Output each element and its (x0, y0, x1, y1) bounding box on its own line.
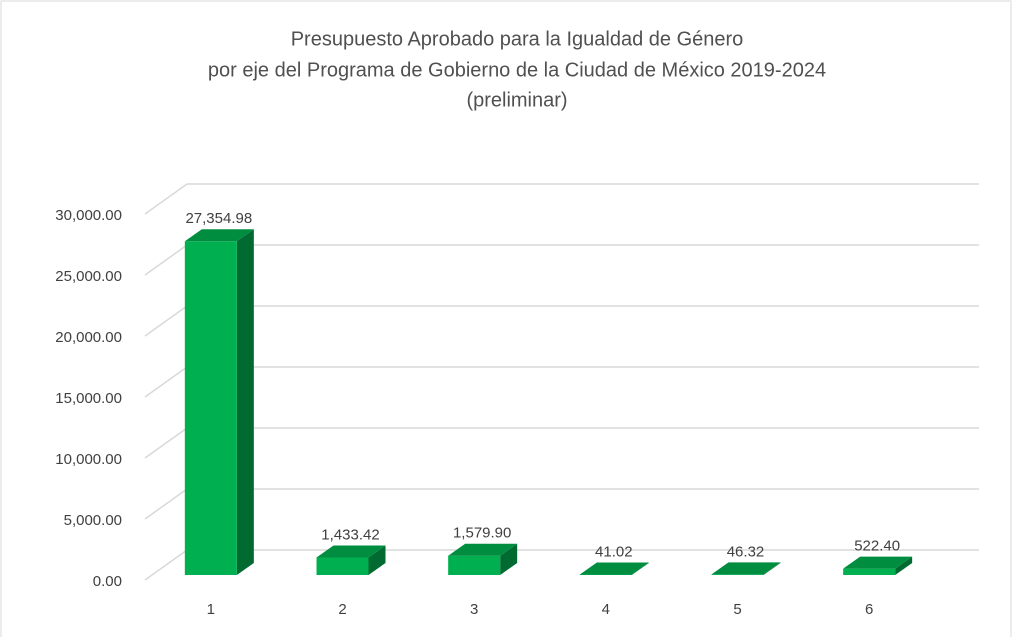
bar (579, 574, 632, 575)
bar-top (448, 543, 518, 556)
bar-top (316, 545, 386, 558)
bar-top (843, 556, 913, 569)
bar (711, 574, 764, 575)
x-tick-label: 2 (338, 601, 346, 618)
bar-side (236, 229, 254, 576)
x-tick-label: 1 (207, 601, 215, 618)
grid-line (144, 244, 188, 276)
bar-top (184, 229, 254, 242)
chart-title: Presupuesto Aprobado para la Igualdad de… (291, 28, 744, 50)
y-tick-label: 30,000.00 (55, 207, 122, 224)
y-tick-label: 5,000.00 (64, 512, 122, 529)
grid-line (144, 549, 188, 581)
y-tick-label: 25,000.00 (55, 268, 122, 285)
grid-line (144, 183, 188, 215)
bar (843, 568, 896, 575)
bar-side (763, 562, 781, 575)
chart-title: por eje del Programa de Gobierno de la C… (208, 59, 826, 81)
grid-line (144, 366, 188, 398)
bar-top (579, 562, 649, 575)
x-tick-label: 3 (470, 601, 478, 618)
data-label: 41.02 (595, 543, 633, 560)
x-tick-label: 4 (602, 601, 610, 618)
bar-side (500, 543, 518, 575)
x-tick-label: 5 (733, 601, 741, 618)
bar (448, 555, 501, 575)
chart-title: (preliminar) (466, 89, 567, 111)
grid-line (144, 488, 188, 520)
data-label: 27,354.98 (185, 210, 252, 227)
y-tick-label: 10,000.00 (55, 451, 122, 468)
bar (316, 557, 369, 575)
data-label: 522.40 (854, 538, 900, 555)
x-tick-label: 6 (865, 601, 873, 618)
bar-top (711, 562, 781, 575)
grid-line (144, 305, 188, 337)
bar-side (895, 556, 913, 575)
bar (184, 241, 237, 576)
data-label: 1,579.90 (453, 525, 511, 542)
data-label: 1,433.42 (321, 526, 379, 543)
bar-side (368, 545, 386, 575)
grid-line (144, 427, 188, 459)
data-label: 46.32 (727, 543, 765, 560)
y-tick-label: 20,000.00 (55, 329, 122, 346)
bar-side (631, 562, 649, 575)
y-tick-label: 0.00 (93, 573, 122, 590)
y-tick-label: 15,000.00 (55, 390, 122, 407)
